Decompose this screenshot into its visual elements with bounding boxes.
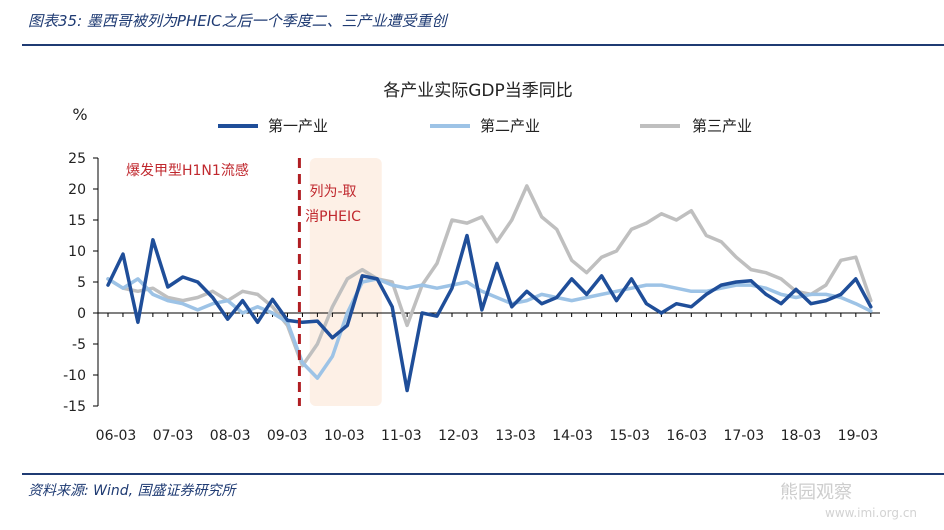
y-tick-label: 10 <box>68 244 86 260</box>
watermark-logo: 熊园观察 <box>780 482 852 503</box>
header-rule <box>22 44 944 46</box>
series-line-2 <box>106 277 873 380</box>
x-tick-label: 06-03 <box>96 428 137 444</box>
x-tick-label: 11-03 <box>381 428 422 444</box>
x-tick-label: 08-03 <box>210 428 251 444</box>
legend-label-1: 第一产业 <box>268 117 328 135</box>
x-tick-label: 14-03 <box>552 428 593 444</box>
y-tick-label: -10 <box>63 368 86 384</box>
y-tick-label: 5 <box>77 275 86 291</box>
gdp-line-chart: 各产业实际GDP当季同比 % 第一产业 第二产业 第三产业 -15 -10 -5 0 5 10… <box>63 81 880 444</box>
x-tick-label: 19-03 <box>838 428 879 444</box>
x-tick-label: 18-03 <box>781 428 822 444</box>
x-tick-label: 15-03 <box>609 428 650 444</box>
y-tick-label: -15 <box>63 399 86 415</box>
y-tick-label: 0 <box>77 306 86 322</box>
pheic-label-line2: 消PHEIC <box>305 209 361 225</box>
series-layer <box>106 184 873 393</box>
y-axis-unit: % <box>72 105 87 124</box>
source-note: 资料来源: Wind, 国盛证券研究所 <box>28 483 236 499</box>
y-tick-label: 20 <box>68 182 86 198</box>
x-tick-label: 17-03 <box>724 428 765 444</box>
watermark-url: www.imi.org.cn <box>825 506 918 520</box>
x-tick-label: 09-03 <box>267 428 308 444</box>
x-tick-label: 12-03 <box>438 428 479 444</box>
legend-label-2: 第二产业 <box>480 117 540 135</box>
pheic-label-line1: 列为-取 <box>309 184 356 200</box>
outbreak-label: 爆发甲型H1N1流感 <box>126 162 249 179</box>
series-line-1 <box>106 233 873 393</box>
chart-title: 各产业实际GDP当季同比 <box>383 81 573 101</box>
x-tick-label: 07-03 <box>153 428 194 444</box>
figure-header: 图表35: 墨西哥被列为PHEIC之后一个季度二、三产业遭受重创 <box>28 12 447 30</box>
series-line-3 <box>106 184 873 368</box>
x-tick-label: 10-03 <box>324 428 365 444</box>
axes: -15 -10 -5 0 5 10 15 20 25 06-03 07-03 08-03 09-03 10… <box>63 151 880 444</box>
y-tick-label: 15 <box>68 213 86 229</box>
x-tick-label: 13-03 <box>495 428 536 444</box>
footer-rule <box>22 473 944 475</box>
x-tick-label: 16-03 <box>666 428 707 444</box>
legend-label-3: 第三产业 <box>692 117 752 135</box>
legend: 第一产业 第二产业 第三产业 <box>218 117 752 135</box>
y-tick-label: 25 <box>68 151 86 167</box>
y-tick-label: -5 <box>72 337 86 353</box>
